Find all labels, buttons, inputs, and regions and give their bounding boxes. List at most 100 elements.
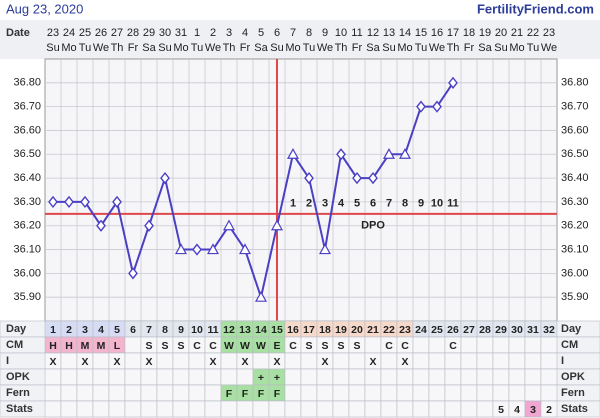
table-cell <box>476 400 494 418</box>
table-cell <box>492 384 510 402</box>
weekday-label: Sa <box>366 42 380 54</box>
row-label-right: Fern <box>561 387 585 399</box>
weekday-label: Tu <box>527 42 539 54</box>
weekday-label: Tu <box>191 42 203 54</box>
weekday-label: Sa <box>254 42 268 54</box>
table-cell <box>396 384 414 402</box>
weekday-label: Tu <box>303 42 315 54</box>
row-label: OPK <box>6 371 30 383</box>
y-tick-label-right: 36.10 <box>561 243 589 255</box>
cm-value: C <box>193 340 201 352</box>
cm-value: S <box>337 340 344 352</box>
day-value: 11 <box>207 324 218 336</box>
temperature-point <box>448 76 458 89</box>
y-tick-label: 36.00 <box>13 267 41 279</box>
date-label: 13 <box>383 27 395 39</box>
temperature-point <box>238 243 252 255</box>
i-value: X <box>369 356 376 368</box>
temperature-point <box>192 243 202 256</box>
table-cell <box>364 400 382 418</box>
temperature-point <box>48 195 58 209</box>
y-tick-label-right: 36.80 <box>561 77 589 89</box>
table-cell <box>172 400 190 418</box>
weekday-label: Su <box>158 42 171 54</box>
day-value: 2 <box>66 324 72 336</box>
temperature-point <box>80 195 90 209</box>
table-cell <box>396 368 414 386</box>
table-cell <box>348 384 366 402</box>
table-cell <box>300 368 318 386</box>
table-cell <box>220 400 238 418</box>
table-cell <box>204 384 222 402</box>
date-label: 31 <box>175 27 187 39</box>
date-label: 4 <box>242 27 248 39</box>
table-cell <box>60 352 78 370</box>
dpo-number: 10 <box>431 198 443 210</box>
dpo-number: 6 <box>370 198 376 210</box>
table-cell <box>124 336 142 354</box>
weekday-label: Fr <box>128 42 139 54</box>
stats-value: 2 <box>546 404 552 416</box>
row-label-right: Day <box>561 323 582 335</box>
cm-value: W <box>256 340 266 352</box>
weekday-label: Fr <box>464 42 475 54</box>
y-tick-label: 36.70 <box>13 101 41 113</box>
date-label: 5 <box>258 27 264 39</box>
table-cell <box>92 368 110 386</box>
opk-value: + <box>274 372 280 384</box>
day-value: 27 <box>463 324 475 336</box>
day-value: 19 <box>335 324 347 336</box>
table-cell <box>332 384 350 402</box>
table-cell <box>428 352 446 370</box>
date-band <box>0 20 600 59</box>
date-label: 26 <box>95 27 107 39</box>
dpo-number: 9 <box>418 198 424 210</box>
table-cell <box>348 400 366 418</box>
table-cell <box>204 400 222 418</box>
i-value: X <box>81 356 88 368</box>
y-tick-label-right: 36.00 <box>561 267 589 279</box>
table-cell <box>380 384 398 402</box>
i-value: X <box>401 356 408 368</box>
table-cell <box>412 336 430 354</box>
table-cell <box>76 368 94 386</box>
cm-value: S <box>305 340 312 352</box>
day-value: 24 <box>415 324 427 336</box>
table-cell <box>428 400 446 418</box>
table-cell <box>460 368 478 386</box>
day-value: 25 <box>431 324 443 336</box>
table-cell <box>300 400 318 418</box>
table-cell <box>460 352 478 370</box>
table-cell <box>188 368 206 386</box>
table-cell <box>380 368 398 386</box>
table-cell <box>540 352 558 370</box>
y-tick-label: 35.90 <box>13 291 41 303</box>
temperature-point <box>160 171 170 185</box>
weekday-label: We <box>93 42 109 54</box>
table-cell <box>428 384 446 402</box>
table-cell <box>92 352 110 370</box>
weekday-label: Mo <box>173 42 188 54</box>
date-label: 23 <box>47 27 59 39</box>
y-tick-label: 36.10 <box>13 243 41 255</box>
y-tick-label-right: 36.60 <box>561 124 589 136</box>
table-cell <box>412 368 430 386</box>
y-tick-label-right: 36.70 <box>561 101 589 113</box>
stats-value: 3 <box>530 404 536 416</box>
table-cell <box>60 384 78 402</box>
date-label: 12 <box>367 27 379 39</box>
table-cell <box>236 368 254 386</box>
temperature-point <box>352 171 362 185</box>
y-tick-label-right: 36.30 <box>561 196 589 208</box>
date-label: 24 <box>63 27 75 39</box>
table-cell <box>460 400 478 418</box>
opk-value: + <box>258 372 264 384</box>
table-cell <box>332 352 350 370</box>
row-label-right: I <box>561 355 564 367</box>
table-cell <box>380 400 398 418</box>
weekday-label: We <box>205 42 221 54</box>
fern-value: F <box>226 388 233 400</box>
table-cell <box>204 368 222 386</box>
day-value: 16 <box>287 324 299 336</box>
